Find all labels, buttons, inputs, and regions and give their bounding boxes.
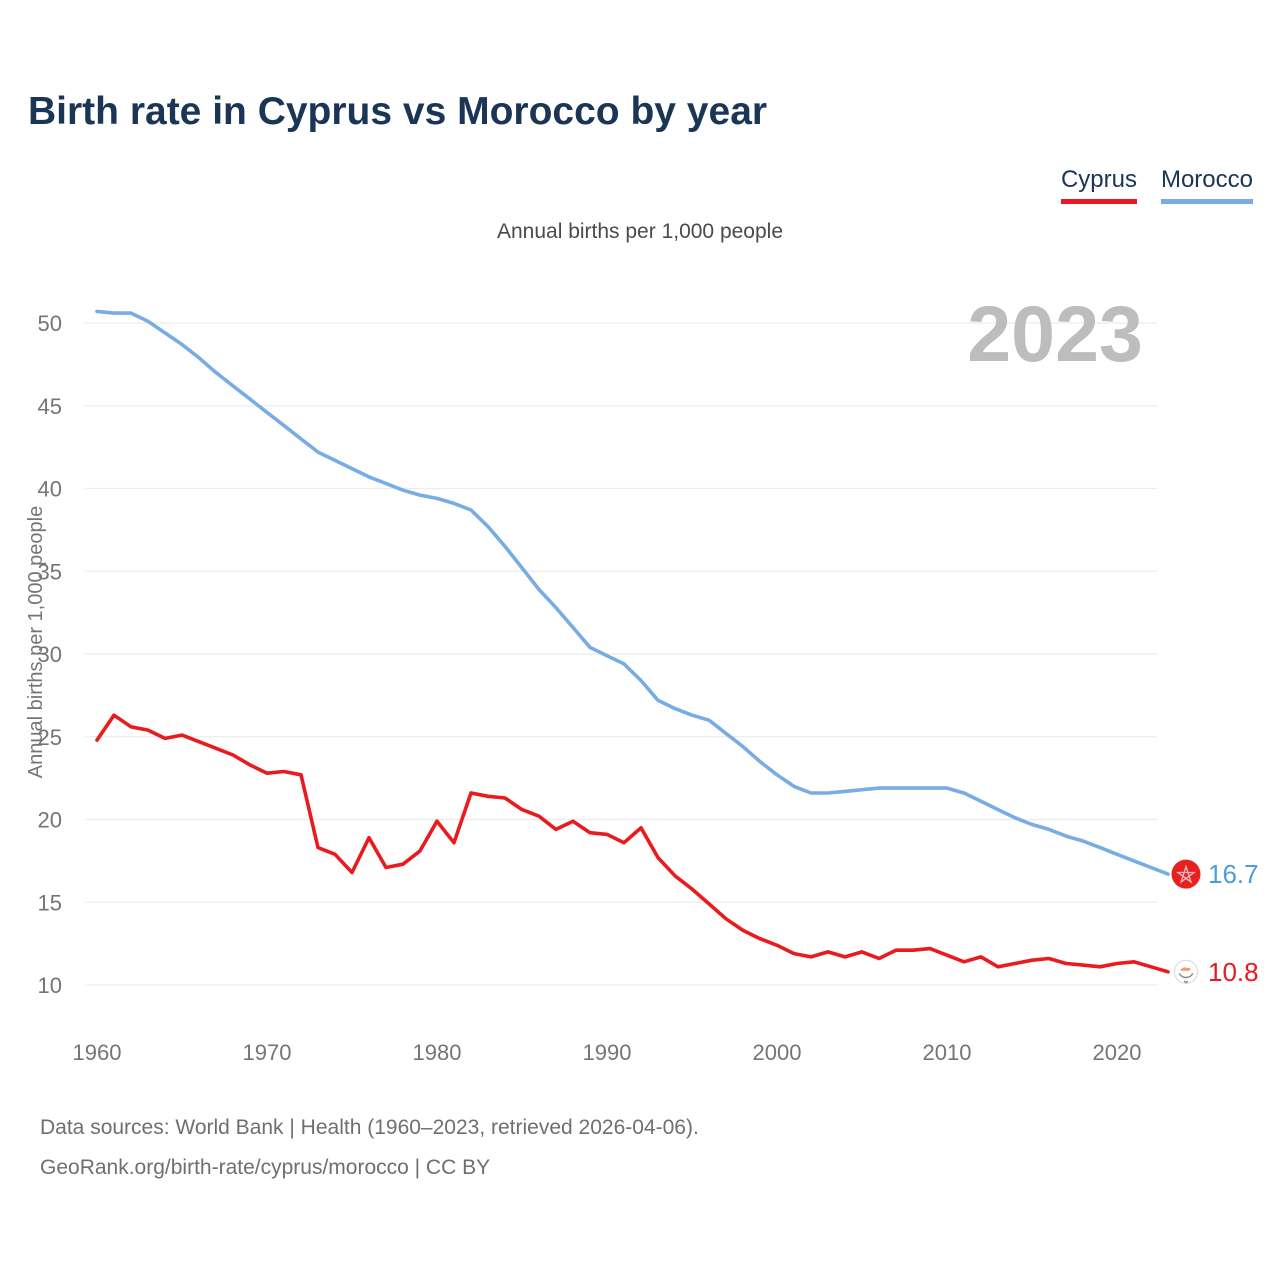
y-tick-label: 40 xyxy=(38,477,62,502)
legend-item-cyprus[interactable]: Cyprus xyxy=(1060,166,1137,204)
page-title: Birth rate in Cyprus vs Morocco by year xyxy=(28,90,768,133)
y-tick-label: 50 xyxy=(38,311,62,336)
y-tick-label: 25 xyxy=(38,725,62,750)
series-line-morocco xyxy=(95,309,1170,876)
x-tick-label: 1990 xyxy=(583,1040,632,1065)
footer: Data sources: World Bank | Health (1960–… xyxy=(40,1108,699,1188)
watermark-year: 2023 xyxy=(967,289,1143,378)
y-tick-label: 30 xyxy=(38,642,62,667)
series-line-cyprus xyxy=(95,713,1170,974)
legend: Cyprus Morocco xyxy=(1060,166,1253,204)
y-axis-title: Annual births per 1,000 people xyxy=(25,506,47,778)
x-tick-label: 2020 xyxy=(1093,1040,1142,1065)
end-value-label-morocco: 16.7 xyxy=(1208,859,1259,889)
data-sources-text: Data sources: World Bank | Health (1960–… xyxy=(40,1116,699,1139)
cyprus-flag-icon xyxy=(1174,959,1198,984)
x-tick-label: 2000 xyxy=(753,1040,802,1065)
y-tick-label: 45 xyxy=(38,394,62,419)
x-tick-label: 1960 xyxy=(73,1040,122,1065)
attribution-text: GeoRank.org/birth-rate/cyprus/morocco | … xyxy=(40,1156,491,1179)
x-tick-label: 1970 xyxy=(243,1040,292,1065)
legend-item-morocco[interactable]: Morocco xyxy=(1160,166,1253,204)
y-tick-label: 15 xyxy=(38,890,62,915)
end-value-label-cyprus: 10.8 xyxy=(1208,957,1259,987)
x-tick-label: 2010 xyxy=(923,1040,972,1065)
x-tick-label: 1980 xyxy=(413,1040,462,1065)
y-tick-label: 35 xyxy=(38,559,62,584)
morocco-flag-icon xyxy=(1171,859,1201,889)
chart-subtitle: Annual births per 1,000 people xyxy=(496,220,784,243)
y-tick-label: 10 xyxy=(38,973,62,998)
y-tick-label: 20 xyxy=(38,808,62,833)
